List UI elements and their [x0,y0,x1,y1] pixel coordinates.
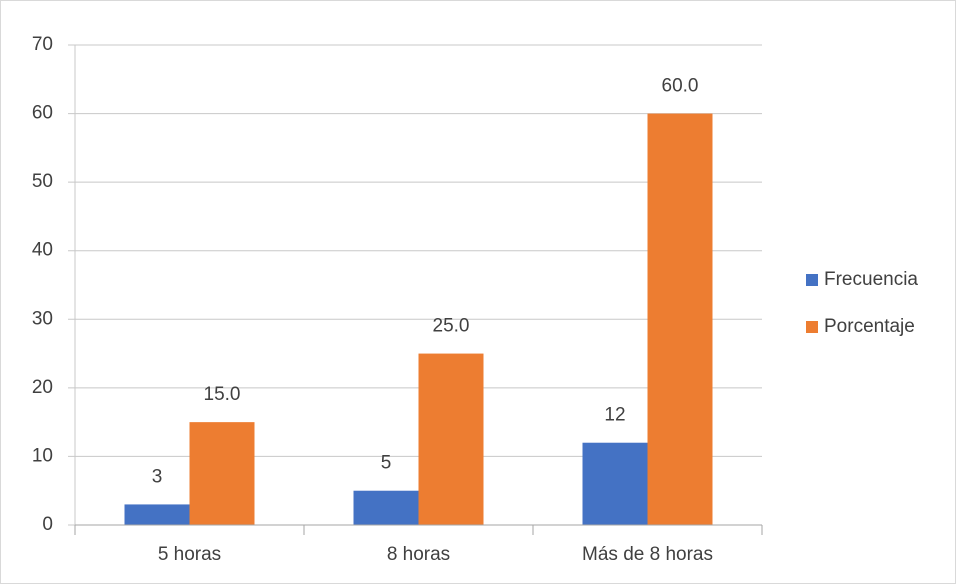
x-tick-label: 8 horas [387,544,450,565]
y-tick-label: 40 [32,240,53,261]
x-tick-label: Más de 8 horas [582,544,713,565]
y-tick-label: 60 [32,103,53,124]
legend-label: Frecuencia [824,269,918,290]
value-label: 5 [381,453,392,474]
bar [647,113,713,526]
y-tick-label: 0 [42,514,53,535]
y-tick-label: 70 [32,34,53,55]
x-tick-label: 5 horas [158,544,221,565]
legend-swatch [806,274,818,286]
value-label: 3 [152,466,163,487]
bar [582,442,648,525]
y-tick-label: 30 [32,308,53,329]
value-label: 15.0 [204,384,241,405]
bar [189,422,255,525]
value-label: 12 [604,405,625,426]
bar [353,490,419,525]
legend-label: Porcentaje [824,316,915,337]
legend-swatch [806,321,818,333]
bar [124,504,190,525]
bar [418,353,484,525]
y-tick-label: 50 [32,171,53,192]
y-tick-label: 20 [32,377,53,398]
value-label: 60.0 [662,76,699,97]
value-label: 25.0 [433,316,470,337]
y-tick-label: 10 [32,445,53,466]
